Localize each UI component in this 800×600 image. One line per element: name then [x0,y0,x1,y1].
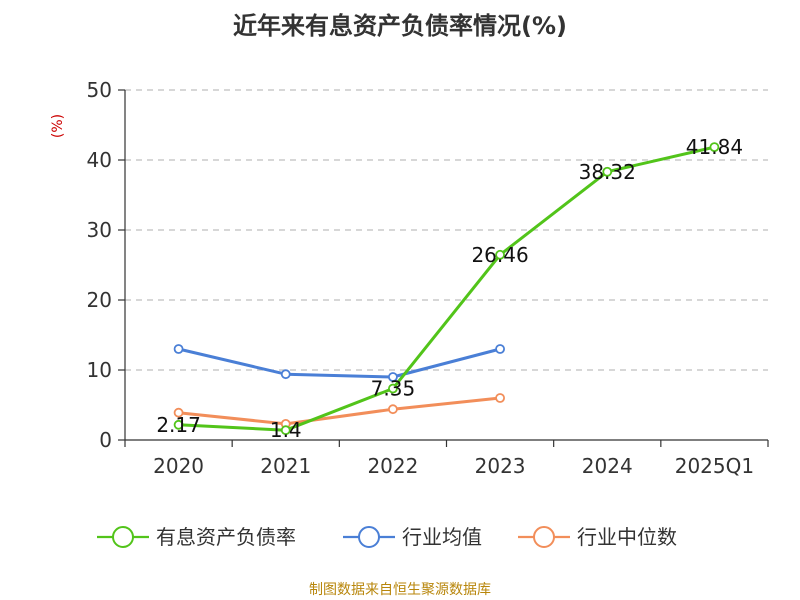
y-tick-label: 20 [87,288,112,312]
axes: 0 10 20 30 40 50 2020 2021 2022 2023 2024 2025Q1 [87,78,769,478]
data-point [495,393,505,403]
y-axis-unit-label: (%) [50,114,66,138]
series-line [178,145,715,432]
data-point [173,419,184,430]
data-labels: 2.17 1.4 7.35 26.46 38.32 41.84 [156,135,743,442]
y-tick-label: 40 [87,148,112,172]
data-label: 41.84 [686,135,743,159]
gridlines [125,89,768,371]
data-label: 7.35 [371,377,416,401]
x-tick-label: 2024 [582,454,633,478]
x-tick-label: 2025Q1 [675,454,754,478]
data-point [602,166,613,177]
legend-label: 行业中位数 [577,525,677,549]
data-point [173,407,184,418]
data-label: 2.17 [156,413,201,437]
data-point [173,344,184,354]
legend: 有息资产负债率 行业均值 行业中位数 [97,525,677,549]
data-point [280,425,291,436]
y-tick-label: 30 [87,218,112,242]
x-tick-label: 2023 [475,454,526,478]
x-tick-label: 2022 [367,454,418,478]
y-tick-label: 0 [99,428,112,452]
x-tick-label: 2021 [260,454,311,478]
data-point [709,142,720,153]
legend-marker [358,526,380,548]
source-note: 制图数据来自恒生聚源数据库 [309,582,491,598]
legend-label: 行业均值 [402,525,482,549]
data-label: 26.46 [471,243,528,267]
legend-marker [112,526,134,548]
data-point [280,369,291,380]
data-point [388,372,398,382]
data-point [495,344,505,354]
series-line [178,396,501,426]
x-tick-label: 2020 [153,454,204,478]
legend-label: 有息资产负债率 [156,525,296,549]
data-label: 38.32 [579,160,636,184]
series-lines [173,142,720,436]
data-point [388,404,398,415]
y-tick-label: 10 [87,358,112,382]
data-point [495,249,505,260]
data-point [388,383,398,394]
series-line [178,347,501,379]
legend-marker [533,526,555,548]
y-tick-label: 50 [87,78,112,102]
data-label: 1.4 [270,418,302,442]
chart-title: 近年来有息资产负债率情况(%) [233,12,567,40]
